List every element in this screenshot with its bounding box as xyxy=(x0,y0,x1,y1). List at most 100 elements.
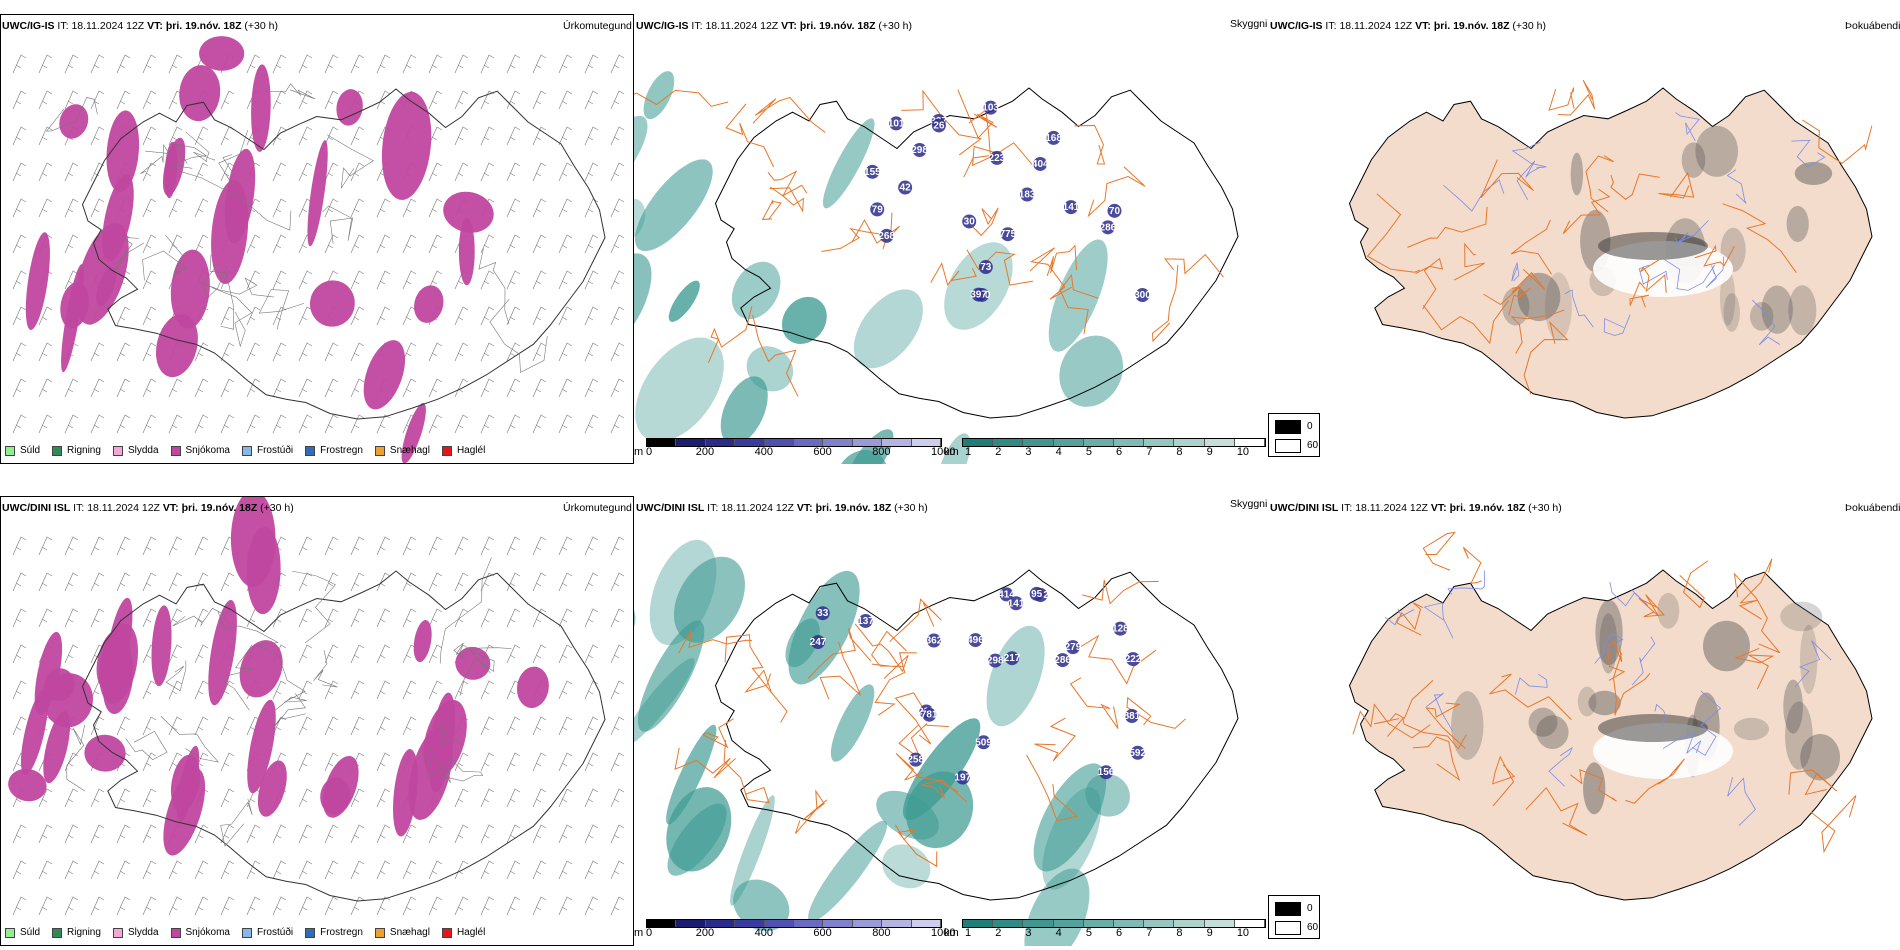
wind-barb xyxy=(558,644,573,664)
wind-barb xyxy=(454,126,469,146)
wind-barb xyxy=(428,378,443,398)
wind-barb xyxy=(272,90,287,110)
wind-barb xyxy=(220,572,235,592)
colorbar-tick-label: 3 xyxy=(1025,446,1032,458)
road-line xyxy=(674,747,736,779)
wind-barb xyxy=(454,788,469,808)
wind-barb xyxy=(194,162,209,182)
visibility-panel-bottom: 3622791422195924142581413321724778129850… xyxy=(634,496,1268,946)
road-line xyxy=(1548,87,1575,111)
road-line xyxy=(1073,634,1157,685)
wind-barb xyxy=(532,860,547,880)
wind-barb xyxy=(142,716,157,736)
cloud-base-blob xyxy=(976,735,991,750)
wind-barb xyxy=(610,896,625,916)
wind-barb xyxy=(454,414,469,434)
river-line xyxy=(1516,160,1542,200)
colorbar-tick-label: 400 xyxy=(754,446,773,458)
road-line xyxy=(165,660,187,692)
wind-barb xyxy=(298,608,313,628)
river-line xyxy=(1691,690,1722,756)
cloud-base-blob xyxy=(1065,640,1080,655)
wind-barb xyxy=(558,234,573,254)
wind-barb xyxy=(610,162,625,182)
road-line xyxy=(1126,696,1186,729)
cloud-base-blob xyxy=(922,707,937,722)
cloud-base-value: 141 xyxy=(1008,598,1025,609)
road-line xyxy=(821,227,888,252)
wind-barb xyxy=(64,162,79,182)
river-line xyxy=(1794,640,1832,688)
wind-barb xyxy=(142,896,157,916)
fog-map-top xyxy=(1348,79,1873,419)
road-line xyxy=(1679,560,1709,609)
wind-barb xyxy=(350,234,365,254)
title-visibility-bottom: Skyggni xyxy=(1230,498,1268,510)
wind-barb xyxy=(506,378,521,398)
wind-barb xyxy=(610,378,625,398)
wind-barb xyxy=(532,342,547,362)
fog-patch xyxy=(1695,125,1739,177)
wind-barb xyxy=(350,414,365,434)
wind-barb xyxy=(246,270,261,290)
river-line xyxy=(1662,732,1702,754)
snow-area xyxy=(381,91,432,200)
wind-barb xyxy=(168,54,183,74)
cloud-base-value: 404 xyxy=(1032,159,1049,170)
colorbar-tick-label: 10 xyxy=(1236,927,1250,939)
wind-barb xyxy=(376,608,391,628)
wind-barb xyxy=(12,378,27,398)
wind-barb xyxy=(272,126,287,146)
cloud-base-value: 258 xyxy=(907,755,924,766)
wind-barb xyxy=(428,414,443,434)
wind-barb xyxy=(194,608,209,628)
road-line xyxy=(1610,173,1660,200)
fog-patch xyxy=(1451,691,1484,760)
wind-barb xyxy=(454,162,469,182)
wind-barb xyxy=(64,644,79,664)
river-line xyxy=(1514,673,1548,695)
river-line xyxy=(1548,746,1573,787)
fog-legend-label-0: 0 xyxy=(1307,421,1313,432)
wind-barb xyxy=(558,680,573,700)
colorbar-bin xyxy=(1174,920,1205,927)
low-visibility-area xyxy=(785,618,820,668)
wind-barb xyxy=(428,198,443,218)
wind-barb xyxy=(194,198,209,218)
cloud-base-value: 128 xyxy=(1112,624,1129,635)
wind-barb xyxy=(350,536,365,556)
road-line xyxy=(216,265,274,298)
wind-barb xyxy=(350,162,365,182)
wind-barb xyxy=(584,378,599,398)
wind-barb xyxy=(350,896,365,916)
river-line xyxy=(1727,777,1756,826)
wind-barb xyxy=(376,90,391,110)
wind-barb xyxy=(194,716,209,736)
wind-barb xyxy=(64,414,79,434)
cloud-colorbar-unit: m xyxy=(634,446,644,458)
cloud-base-value: 155 xyxy=(864,167,881,178)
cloud-base-value: 592 xyxy=(1129,748,1146,759)
legend-label: Snæhagl xyxy=(389,927,430,938)
wind-barb xyxy=(532,644,547,664)
wind-barb xyxy=(194,378,209,398)
wind-barb xyxy=(480,788,495,808)
wind-barb xyxy=(376,788,391,808)
wind-barb xyxy=(532,126,547,146)
wind-barb xyxy=(376,270,391,290)
wind-barb xyxy=(532,378,547,398)
wind-barb xyxy=(324,680,339,700)
wind-barb xyxy=(402,608,417,628)
wind-barb xyxy=(428,680,443,700)
wind-barb xyxy=(376,54,391,74)
road-line xyxy=(1629,281,1650,308)
wind-barb xyxy=(272,198,287,218)
colorbar-bin xyxy=(1053,439,1084,446)
cloud-base-blob xyxy=(898,180,913,195)
wind-barb xyxy=(402,680,417,700)
road-line xyxy=(1640,259,1667,293)
wind-barb xyxy=(298,54,313,74)
wind-barb xyxy=(376,644,391,664)
road-line xyxy=(1046,244,1078,277)
road-line xyxy=(1034,717,1077,762)
